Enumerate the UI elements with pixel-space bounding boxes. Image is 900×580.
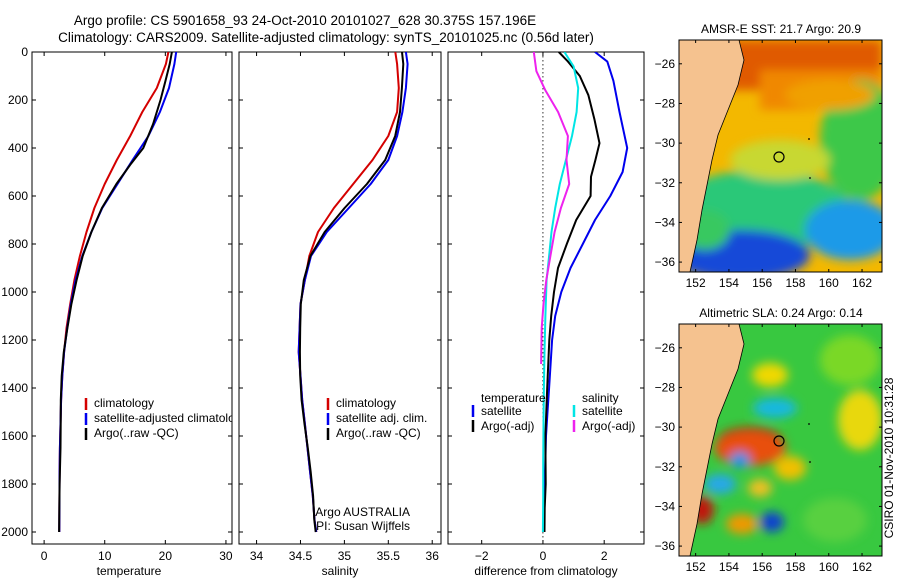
- lat-tick-label: −26: [655, 57, 676, 71]
- side-timestamp: CSIRO 01-Nov-2010 10:31:28: [882, 377, 896, 538]
- series-line-argo: [298, 52, 405, 533]
- temperature-panel-frame: [31, 51, 233, 545]
- legend-temperature-argo: Argo(-adj): [481, 419, 534, 433]
- lat-tick-label: −34: [655, 499, 676, 513]
- lon-tick-label: 158: [785, 276, 805, 290]
- depth-tick-label: 2000: [1, 525, 28, 539]
- legend-temperature-satellite: satellite: [481, 404, 522, 418]
- lon-tick-label: 160: [819, 560, 839, 574]
- x-tick-label: 36: [426, 549, 440, 563]
- lon-tick-label: 158: [785, 560, 805, 574]
- depth-tick-label: 1600: [1, 429, 28, 443]
- lat-tick-label: −28: [655, 96, 676, 110]
- depth-tick-label: 1000: [1, 285, 28, 299]
- lon-tick-label: 160: [819, 276, 839, 290]
- figure-title-line1: Argo profile: CS 5901658_93 24-Oct-2010 …: [74, 13, 536, 28]
- x-tick-label: 0: [41, 549, 48, 563]
- depth-tick-label: 800: [8, 237, 28, 251]
- credit-line1: Argo AUSTRALIA: [315, 505, 410, 519]
- lat-tick-label: −30: [655, 136, 676, 150]
- sst-map: AMSR-E SST: 21.7 Argo: 20.9 152 154 156 158…: [655, 22, 883, 290]
- credit-line2: PI: Susan Wijffels: [316, 519, 410, 533]
- legend-argo: Argo(..raw -QC): [94, 426, 179, 440]
- lon-tick-label: 156: [752, 276, 772, 290]
- depth-tick-label: 600: [8, 189, 28, 203]
- lat-tick-label: −36: [655, 539, 676, 553]
- x-tick-label: −2: [475, 549, 489, 563]
- temperature-panel: 0 10 20 30 0 200 400 600 800 1000 1200 1400 1600 1800…: [1, 45, 247, 578]
- sst-map-title: AMSR-E SST: 21.7 Argo: 20.9: [701, 22, 861, 36]
- salinity-legend: climatology satellite adj. clim. Argo(..…: [326, 396, 427, 440]
- series-line-magenta: [532, 52, 571, 365]
- temperature-axis-label: temperature: [97, 564, 162, 578]
- lat-tick-label: −32: [655, 460, 676, 474]
- depth-tick-label: 1400: [1, 381, 28, 395]
- legend-satellite-adj: satellite adj. clim.: [336, 411, 427, 425]
- salinity-axis-label: salinity: [322, 564, 359, 578]
- legend-salinity-satellite: satellite: [582, 404, 623, 418]
- lon-tick-label: 162: [852, 276, 872, 290]
- salinity-panel-frame: [238, 51, 442, 545]
- lon-tick-label: 152: [686, 560, 706, 574]
- lat-tick-label: −26: [655, 341, 676, 355]
- lon-tick-label: 154: [719, 276, 739, 290]
- legend-climatology: climatology: [336, 396, 396, 410]
- legend-salinity-argo: Argo(-adj): [582, 419, 635, 433]
- lon-tick-label: 162: [852, 560, 872, 574]
- sst-argo-marker: [773, 151, 785, 163]
- lat-tick-label: −30: [655, 420, 676, 434]
- x-tick-label: 35.5: [377, 549, 401, 563]
- difference-panel: −2 0 2 difference from climatology tempera…: [447, 51, 645, 578]
- legend-satellite-adjusted: satellite-adjusted climatology: [94, 411, 247, 425]
- x-tick-label: 34: [250, 549, 264, 563]
- figure-title-line2: Climatology: CARS2009. Satellite-adjuste…: [58, 30, 594, 45]
- depth-tick-label: 400: [8, 141, 28, 155]
- difference-legend: temperature satellite Argo(-adj) salinit…: [471, 391, 635, 433]
- depth-tick-label: 1200: [1, 333, 28, 347]
- lat-tick-label: −36: [655, 255, 676, 269]
- lat-tick-label: −34: [655, 215, 676, 229]
- x-tick-label: 0: [540, 549, 547, 563]
- legend-climatology: climatology: [94, 396, 154, 410]
- depth-tick-label: 0: [21, 45, 28, 59]
- x-tick-label: 20: [159, 549, 173, 563]
- difference-axis-label: difference from climatology: [474, 564, 617, 578]
- depth-tick-label: 200: [8, 93, 28, 107]
- legend-argo: Argo(..raw -QC): [336, 426, 421, 440]
- x-tick-label: 34.5: [289, 549, 313, 563]
- lat-tick-label: −32: [655, 176, 676, 190]
- lon-tick-label: 152: [686, 276, 706, 290]
- sla-map: Altimetric SLA: 0.24 Argo: 0.14: [655, 306, 883, 574]
- series-line-cyan: [541, 52, 580, 533]
- sla-argo-marker: [773, 435, 785, 447]
- x-tick-label: 35: [338, 549, 352, 563]
- lon-tick-label: 154: [719, 560, 739, 574]
- legend-salinity-heading: salinity: [582, 391, 619, 405]
- legend-temperature-heading: temperature: [481, 391, 546, 405]
- salinity-panel: 34 34.5 35 35.5 36 salinity climatology sate…: [238, 51, 442, 578]
- x-tick-label: 30: [219, 549, 233, 563]
- series-line-argo: [58, 52, 173, 533]
- lat-tick-label: −28: [655, 380, 676, 394]
- sla-map-title: Altimetric SLA: 0.24 Argo: 0.14: [699, 306, 863, 320]
- temperature-legend: climatology satellite-adjusted climatolo…: [84, 396, 247, 440]
- series-line-argo: [543, 52, 601, 533]
- x-tick-label: 10: [98, 549, 112, 563]
- x-tick-label: 2: [601, 549, 608, 563]
- lon-tick-label: 156: [752, 560, 772, 574]
- depth-tick-label: 1800: [1, 477, 28, 491]
